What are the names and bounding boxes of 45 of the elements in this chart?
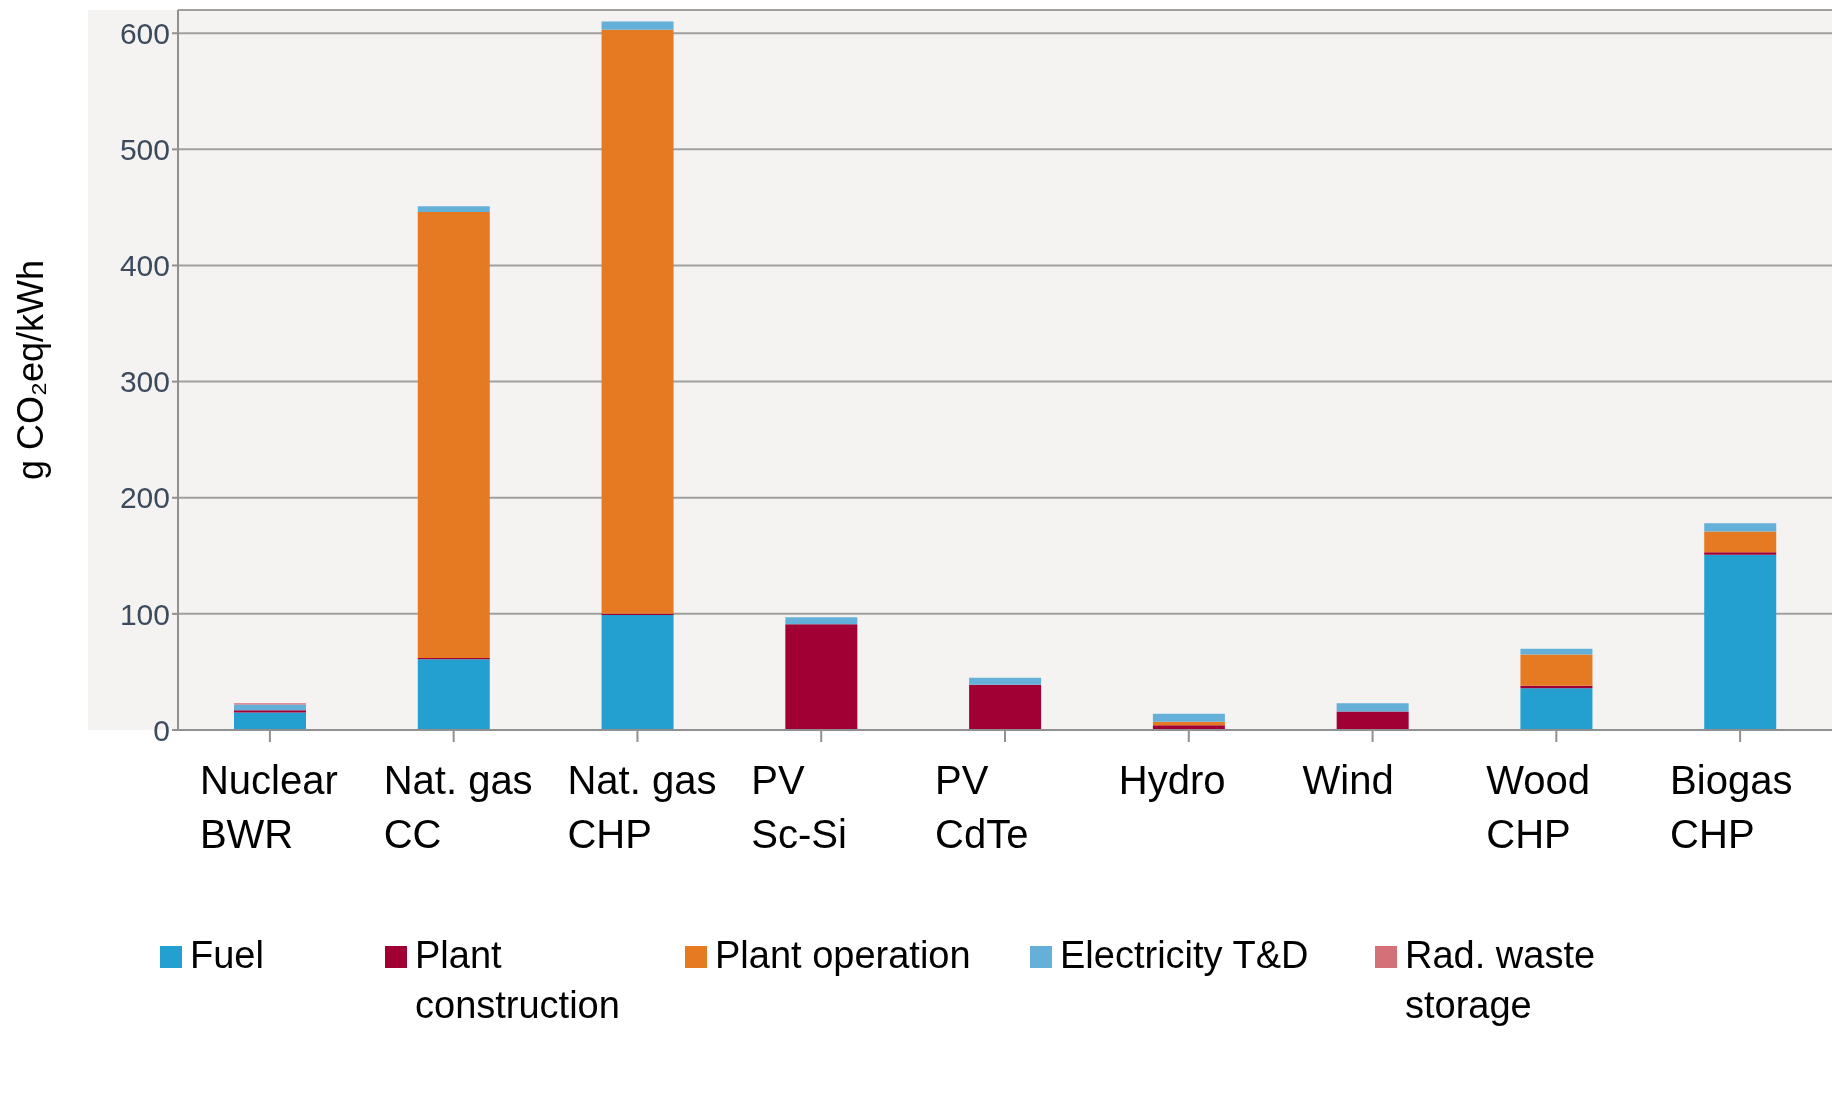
x-tick-label: Biogas CHP [1670, 758, 1793, 856]
bar [601, 615, 674, 730]
bar [234, 710, 306, 713]
bar [969, 684, 1042, 730]
bar [1704, 552, 1777, 555]
bar [1704, 523, 1777, 532]
bar [1704, 531, 1777, 553]
bar [234, 712, 306, 730]
bar [1520, 654, 1593, 686]
y-axis-title: g CO₂eq/kWh [9, 259, 51, 481]
bar [1336, 711, 1409, 730]
bar [1520, 688, 1593, 730]
legend-label: Plant operation [715, 933, 971, 978]
legend-label: Rad. waste storage [1405, 933, 1597, 1028]
bar [1520, 648, 1593, 655]
y-tick-label: 0 [153, 713, 170, 747]
bar [601, 29, 674, 614]
bar [601, 21, 674, 30]
x-tick-label: Nat. gas CC [383, 758, 533, 856]
legend-label: Electricity T&D [1060, 933, 1309, 978]
y-tick-label: 400 [119, 249, 170, 283]
legend-label: Plant construction [415, 933, 621, 1028]
bar [1336, 703, 1409, 712]
bar [1704, 554, 1777, 730]
bar [969, 677, 1042, 685]
y-tick-label: 500 [119, 133, 170, 166]
x-tick-label: PV CdTe [935, 758, 1029, 856]
bar [417, 659, 490, 730]
bar [417, 212, 490, 658]
y-tick-label: 300 [119, 365, 170, 399]
legend-label: Fuel [190, 933, 264, 978]
y-tick-label: 100 [119, 597, 170, 631]
x-tick-label: Wood CHP [1486, 758, 1591, 856]
bar [417, 206, 490, 213]
x-tick-label: PV Sc-Si [751, 758, 847, 856]
x-tick-label: Nuclear BWR [199, 758, 338, 856]
bar [785, 624, 858, 730]
x-tick-label: Hydro [1118, 758, 1226, 802]
bar [785, 617, 858, 625]
x-tick-label: Nat. gas CHP [567, 758, 717, 856]
y-tick-label: 200 [119, 481, 170, 515]
bar [1152, 713, 1225, 722]
x-tick-label: Wind [1302, 758, 1394, 802]
y-tick-label: 600 [119, 16, 170, 50]
bar [234, 704, 306, 711]
